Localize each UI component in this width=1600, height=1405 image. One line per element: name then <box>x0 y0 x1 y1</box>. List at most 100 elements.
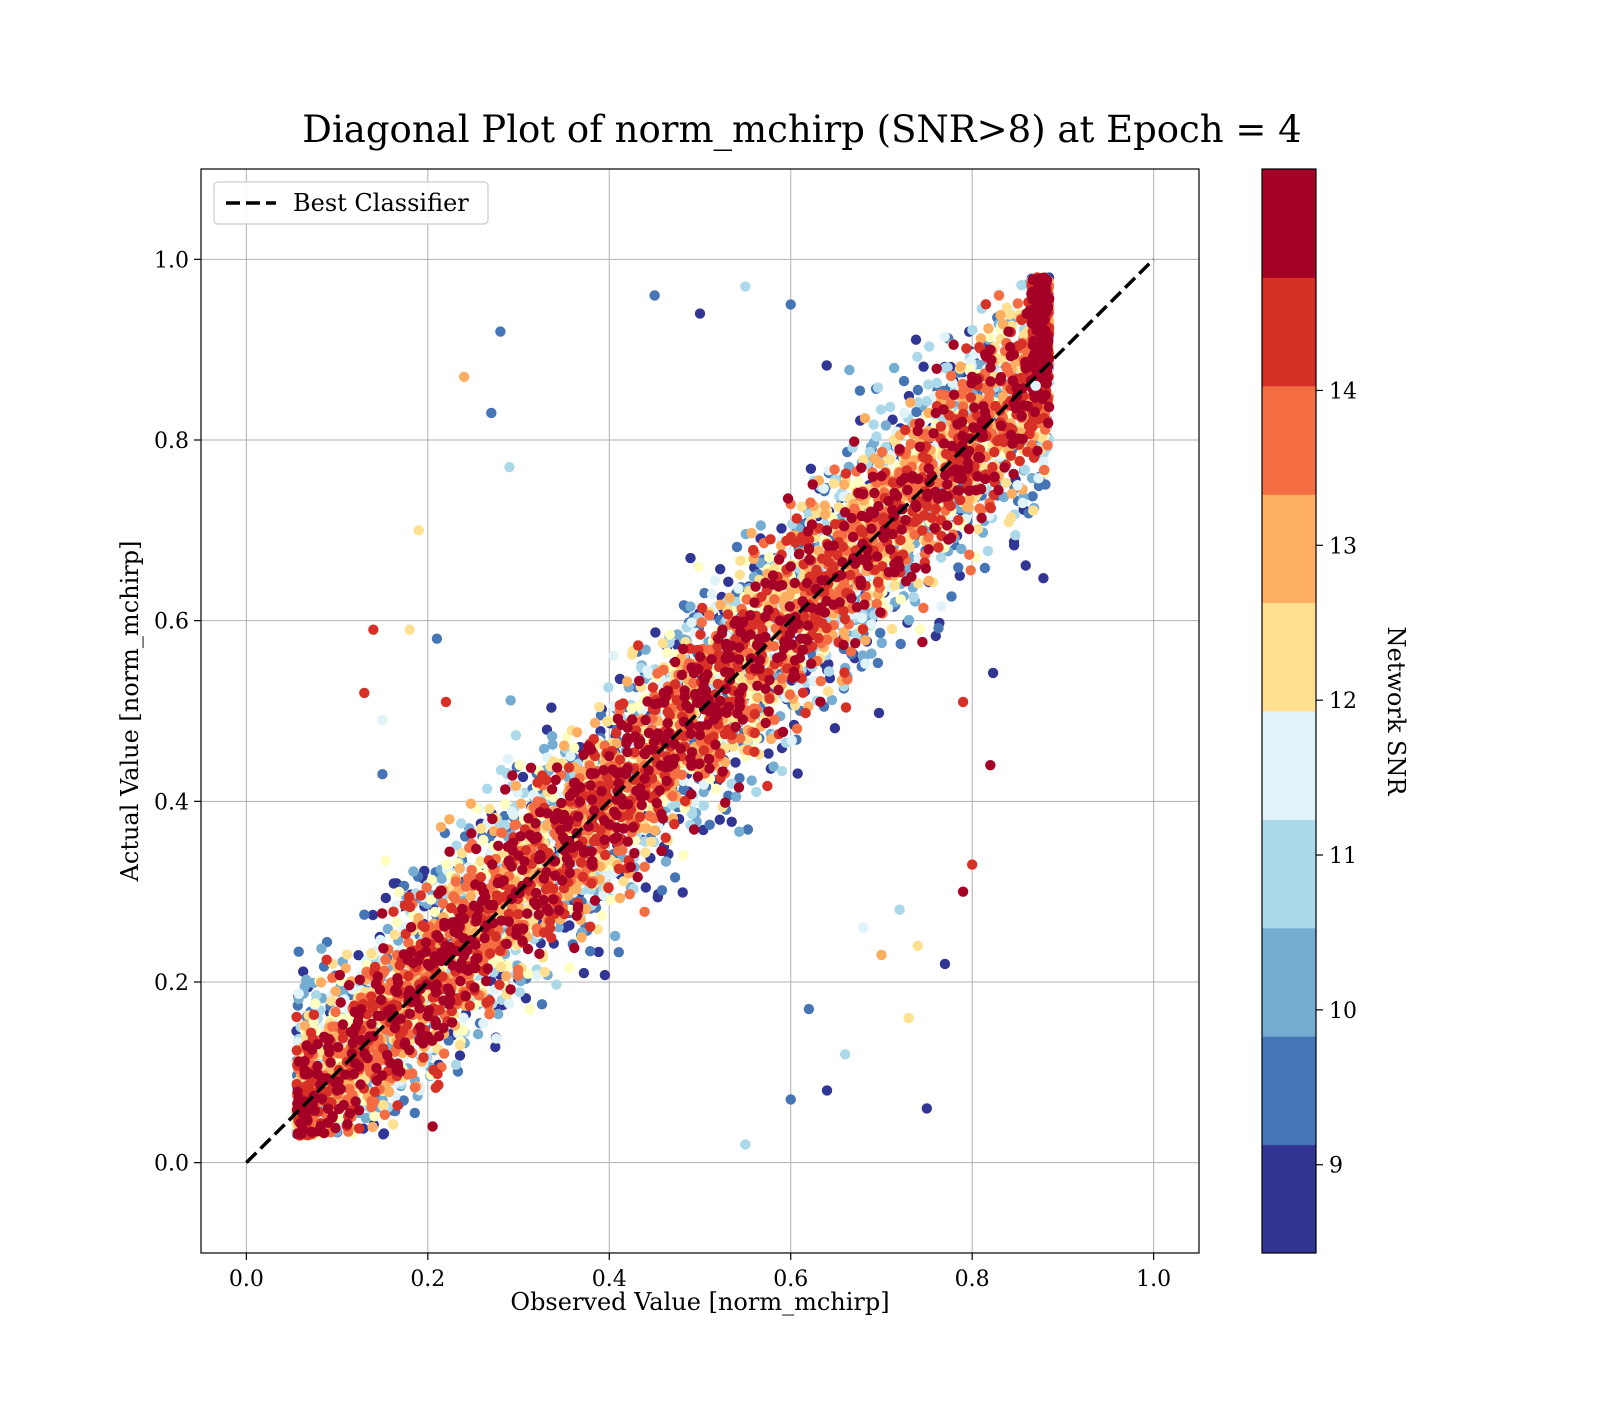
point-bg-177 <box>389 878 399 888</box>
point-bg-4731 <box>678 850 688 860</box>
point-bg-4805 <box>662 647 672 657</box>
point-bg-2673 <box>876 404 886 414</box>
point-bg-647 <box>723 577 733 587</box>
point-bg-2592 <box>551 979 561 989</box>
point-bg-530 <box>763 748 773 758</box>
point-bg-408 <box>830 723 840 733</box>
point-bg-637 <box>564 920 574 930</box>
point-bg-4785 <box>369 1111 379 1121</box>
point-bg-3890 <box>787 735 797 745</box>
point-bg-509 <box>546 702 556 712</box>
point-bg-849 <box>873 658 883 668</box>
scatter-points <box>291 272 1054 1150</box>
point-bg-4468 <box>665 630 675 640</box>
point-bg-2560 <box>456 818 466 828</box>
point-bg-2650 <box>824 666 834 676</box>
point-bg-1152 <box>875 628 885 638</box>
point-bg-2142 <box>747 775 757 785</box>
point-bg-3416 <box>710 576 720 586</box>
point-bg-576 <box>455 1050 465 1060</box>
point-bg-264 <box>776 523 786 533</box>
point-bg-681 <box>518 772 528 782</box>
point-bg-176 <box>874 708 884 718</box>
point-bg-4809 <box>711 784 721 794</box>
point-bg-3183 <box>932 378 942 388</box>
point-bg-3380 <box>707 589 717 599</box>
point-bg-2497 <box>515 987 525 997</box>
point-bg-3638 <box>491 1033 501 1043</box>
point-bg-236 <box>378 1129 388 1139</box>
point-bg-2175 <box>734 827 744 837</box>
point-bg-3960 <box>860 659 870 669</box>
point-bg-3181 <box>967 325 977 335</box>
point-bg-4649 <box>515 760 525 770</box>
point-bg-2947 <box>511 730 521 740</box>
point-bg-1373 <box>359 910 369 920</box>
point-bg-2360 <box>881 420 891 430</box>
point-bg-4865 <box>310 998 320 1008</box>
point-bg-2199 <box>661 856 671 866</box>
point-bg-4740 <box>392 917 402 927</box>
point-bg-2593 <box>885 402 895 412</box>
point-bg-2147 <box>505 695 515 705</box>
point-bg-3199 <box>451 1060 461 1070</box>
point-bg-2747 <box>936 552 946 562</box>
point-bg-1395 <box>855 386 865 396</box>
point-bg-1568 <box>705 820 715 830</box>
point-bg-2321 <box>316 943 326 953</box>
point-bg-4181 <box>569 743 579 753</box>
point-bg-671 <box>806 464 816 474</box>
point-bg-1521 <box>1027 491 1037 501</box>
point-bg-774 <box>678 887 688 897</box>
point-bg-3741 <box>608 651 618 661</box>
point-bg-2450 <box>877 638 887 648</box>
point-bg-1569 <box>670 872 680 882</box>
point-bg-168 <box>579 968 589 978</box>
point-bg-3810 <box>294 989 304 999</box>
point-bg-3461 <box>899 408 909 418</box>
point-bg-3114 <box>699 800 709 810</box>
point-bg-9 <box>727 817 737 827</box>
point-bg-2224 <box>904 615 914 625</box>
point-bg-1448 <box>410 1108 420 1118</box>
point-bg-1966 <box>731 792 741 802</box>
point-bg-2498 <box>983 546 993 556</box>
point-bg-4772 <box>564 963 574 973</box>
point-bg-641 <box>1020 560 1030 570</box>
point-bg-4124 <box>458 1013 468 1023</box>
point-bg-4610 <box>381 856 391 866</box>
point-bg-4578 <box>764 552 774 562</box>
point-bg-70 <box>730 757 740 767</box>
point-bg-208 <box>715 815 725 825</box>
point-bg-1909 <box>408 866 418 876</box>
point-bg-4885 <box>394 887 404 897</box>
point-bg-1515 <box>294 947 304 957</box>
point-bg-312 <box>918 362 928 372</box>
point-bg-2789 <box>909 592 919 602</box>
point-bg-371 <box>641 882 651 892</box>
point-bg-1431 <box>899 376 909 386</box>
point-bg-3703 <box>642 665 652 675</box>
point-bg-824 <box>585 946 595 956</box>
point-bg-1827 <box>889 363 899 373</box>
point-bg-1470 <box>980 563 990 573</box>
point-bg-203 <box>911 335 921 345</box>
point-bg-4612 <box>605 895 615 905</box>
point-bg-2259 <box>756 520 766 530</box>
point-bg-4928 <box>455 1040 465 1050</box>
chart-title: Diagonal Plot of norm_mchirp (SNR>8) at … <box>302 108 1301 152</box>
point-bg-3020 <box>924 341 934 351</box>
point-bg-3526 <box>503 754 513 764</box>
point-bg-2578 <box>751 787 761 797</box>
point-bg-1123 <box>537 999 547 1009</box>
point-bg-2979 <box>1016 280 1026 290</box>
point-bg-4617 <box>896 594 906 604</box>
point-bg-2857 <box>871 431 881 441</box>
point-bg-4290 <box>597 911 607 921</box>
point-bg-4620 <box>915 624 925 634</box>
point-bg-3049 <box>873 382 883 392</box>
point-bg-934 <box>896 639 906 649</box>
point-bg-823 <box>913 385 923 395</box>
point-bg-4929 <box>342 949 352 959</box>
point-bg-2 <box>715 564 725 574</box>
